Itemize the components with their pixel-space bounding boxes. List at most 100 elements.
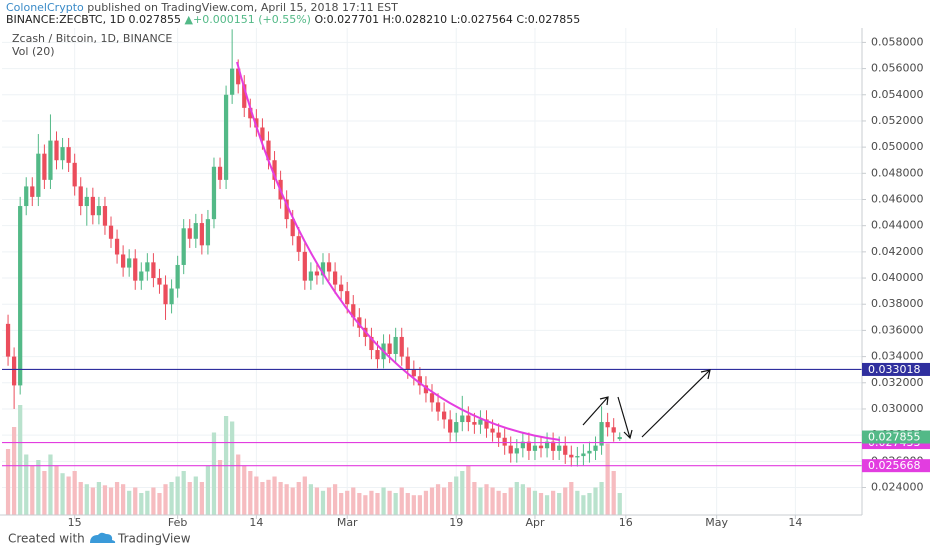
candle-body <box>230 68 235 95</box>
candle-body <box>175 264 180 289</box>
x-tick-label: Mar <box>337 516 358 529</box>
legend-volume: Vol (20) <box>12 45 55 58</box>
candle-body <box>490 428 495 433</box>
footer-created: Created with <box>8 532 85 546</box>
volume-bar <box>332 484 338 515</box>
header-line: ColonelCrypto published on TradingView.c… <box>6 1 398 14</box>
volume-bar <box>460 471 465 515</box>
candle-body <box>502 437 507 446</box>
price-axis: 0.0240000.0260000.0280000.0300000.032000… <box>862 35 930 494</box>
candle-body <box>454 422 459 433</box>
volume-bar <box>272 476 277 515</box>
candle-body <box>296 236 301 252</box>
candle-body <box>157 278 162 285</box>
volume-bar <box>30 465 35 515</box>
candle-body <box>266 140 271 161</box>
volume-bar <box>127 490 132 515</box>
volume-bar <box>108 487 114 515</box>
volume-bar <box>411 495 416 515</box>
volume-bar <box>363 495 368 515</box>
candle-body <box>593 445 598 451</box>
trend-arc <box>236 61 561 441</box>
volume-bar <box>599 482 604 515</box>
last-price-box <box>862 430 930 444</box>
volume-bar <box>302 476 307 515</box>
candle-body <box>405 356 410 370</box>
candle-body <box>484 419 489 429</box>
volume-bar <box>581 495 586 515</box>
y-tick-label: 0.044000 <box>871 219 924 232</box>
volume-bar <box>48 454 53 515</box>
volume-bar <box>345 490 350 515</box>
candle-body <box>544 441 550 449</box>
change: +0.000151 (+0.55%) <box>193 13 311 26</box>
volume-layer <box>5 405 622 515</box>
volume-bar <box>90 487 95 515</box>
candle-body <box>581 453 586 457</box>
volume-bar <box>490 487 495 515</box>
candle-body <box>466 415 471 423</box>
candle-body <box>181 228 186 265</box>
y-tick-label: 0.056000 <box>871 62 924 75</box>
candle-body <box>351 304 356 318</box>
volume-bar <box>211 432 217 515</box>
volume-bar <box>593 487 598 515</box>
candle-body <box>520 441 525 449</box>
candle-body <box>30 186 35 197</box>
volume-bar <box>526 487 532 515</box>
candle-body <box>284 199 289 220</box>
candle-body <box>163 284 168 305</box>
candle-body <box>496 432 501 438</box>
last: 0.027855 <box>129 13 182 26</box>
volume-bar <box>496 490 501 515</box>
candle-body <box>145 262 150 272</box>
volume-bar <box>544 495 550 515</box>
volume-bar <box>42 471 47 515</box>
level-box <box>862 362 930 376</box>
volume-bar <box>514 482 519 515</box>
candle-body <box>199 223 204 246</box>
candle-body <box>532 445 538 451</box>
candle-body <box>508 445 513 454</box>
volume-bar <box>254 476 259 515</box>
candle-body <box>332 271 338 285</box>
arrow-sign: ▲ <box>185 13 194 26</box>
candle-body <box>18 206 23 386</box>
candle-body <box>575 456 580 458</box>
volume-bar <box>296 482 301 515</box>
volume-bar <box>284 484 289 515</box>
x-tick-label: 19 <box>449 516 463 529</box>
candle-body <box>557 445 562 451</box>
candle-body <box>526 441 532 451</box>
candle-body <box>54 140 59 161</box>
level-label: 0.033018 <box>868 363 921 376</box>
candle-body <box>357 317 362 328</box>
y-tick-label: 0.052000 <box>871 114 924 127</box>
volume-bar <box>133 487 138 515</box>
candle-body <box>254 118 259 128</box>
volume-bar <box>448 482 453 515</box>
candle-body <box>193 223 198 239</box>
candle-body <box>435 402 441 412</box>
ohlc: O:0.027701 H:0.028210 L:0.027564 C:0.027… <box>314 13 580 26</box>
candle-body <box>314 271 320 276</box>
candle-body <box>60 147 65 161</box>
x-tick-label: 16 <box>619 516 633 529</box>
volume-bar <box>205 465 211 515</box>
candle-body <box>302 251 307 281</box>
volume-bar <box>60 473 65 515</box>
x-tick-label: Feb <box>168 516 187 529</box>
candle-body <box>441 411 447 420</box>
candle-body <box>393 336 398 354</box>
volume-bar <box>508 487 513 515</box>
candle-body <box>345 291 350 305</box>
arrow-up <box>582 396 609 426</box>
y-tick-label: 0.038000 <box>871 297 924 310</box>
author: ColonelCrypto <box>6 1 84 14</box>
y-tick-label: 0.046000 <box>871 192 924 205</box>
candle-body <box>133 258 138 281</box>
volume-bar <box>290 487 295 515</box>
volume-bar <box>587 493 592 515</box>
candle-body <box>308 271 313 281</box>
candle-body <box>42 153 47 180</box>
